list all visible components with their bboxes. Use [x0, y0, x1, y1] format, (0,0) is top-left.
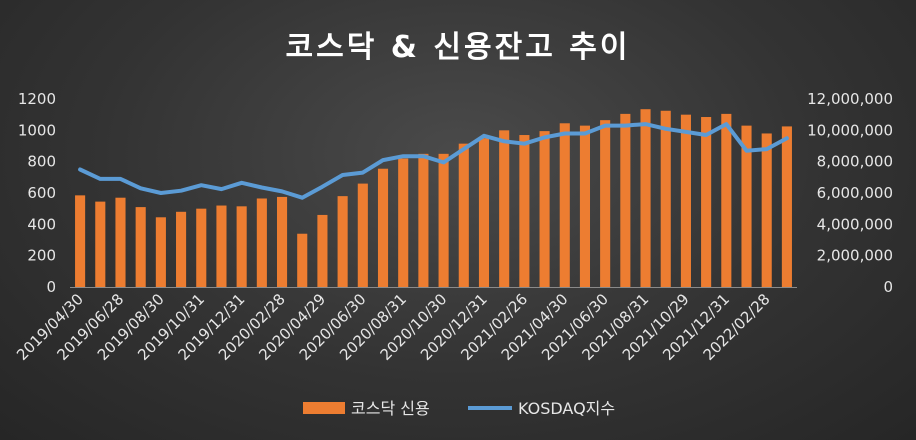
bar	[176, 211, 187, 287]
bar	[680, 114, 691, 288]
legend-swatch-bar	[303, 402, 345, 414]
bar	[781, 126, 792, 288]
bar	[458, 143, 469, 287]
bar	[701, 117, 712, 288]
bar	[155, 217, 166, 287]
bar	[377, 168, 389, 287]
y-right-tick-label: 10,000,000	[807, 121, 893, 139]
chart-title: 코스닥 & 신용잔고 추이	[285, 30, 631, 65]
bar	[539, 131, 550, 287]
bar	[519, 135, 530, 287]
y-right-tick-label: 2,000,000	[817, 247, 893, 265]
bar	[761, 133, 772, 287]
bar	[418, 153, 429, 287]
y-right-tick-label: 6,000,000	[817, 184, 893, 202]
bar	[640, 109, 651, 287]
y-right-tick-label: 12,000,000	[807, 90, 893, 108]
y-left-tick-label: 200	[27, 247, 56, 265]
bar	[478, 138, 490, 287]
bar	[256, 198, 267, 287]
bar	[95, 201, 106, 287]
bar	[317, 214, 328, 287]
bar	[115, 197, 126, 287]
y-left-tick-label: 400	[27, 215, 56, 233]
bar	[236, 206, 247, 287]
y-right-tick-label: 8,000,000	[817, 153, 893, 171]
y-left-tick-label: 1200	[18, 90, 56, 108]
bar	[297, 233, 308, 287]
y-left-tick-label: 1000	[18, 121, 56, 139]
bar	[337, 196, 348, 287]
bar	[660, 110, 671, 287]
bar	[135, 207, 146, 287]
legend-label-line: KOSDAQ지수	[518, 399, 615, 418]
bar	[216, 205, 227, 287]
bar	[499, 130, 510, 287]
bar	[276, 196, 288, 287]
bar	[559, 123, 570, 288]
bar	[398, 158, 409, 287]
y-right-tick-label: 0	[883, 278, 893, 296]
bar	[438, 153, 449, 287]
bar	[600, 120, 611, 288]
bar	[196, 208, 207, 287]
bar	[620, 113, 631, 287]
bar	[579, 125, 591, 287]
y-left-tick-label: 600	[27, 184, 56, 202]
bar	[741, 125, 752, 287]
legend-label-bar: 코스닥 신용	[351, 399, 430, 418]
y-left-tick-label: 0	[46, 278, 56, 296]
y-right-tick-label: 4,000,000	[817, 215, 893, 233]
series-line	[78, 122, 789, 200]
y-left-tick-label: 800	[27, 153, 56, 171]
bar	[357, 183, 368, 287]
bar	[75, 195, 86, 287]
bar	[721, 113, 732, 287]
